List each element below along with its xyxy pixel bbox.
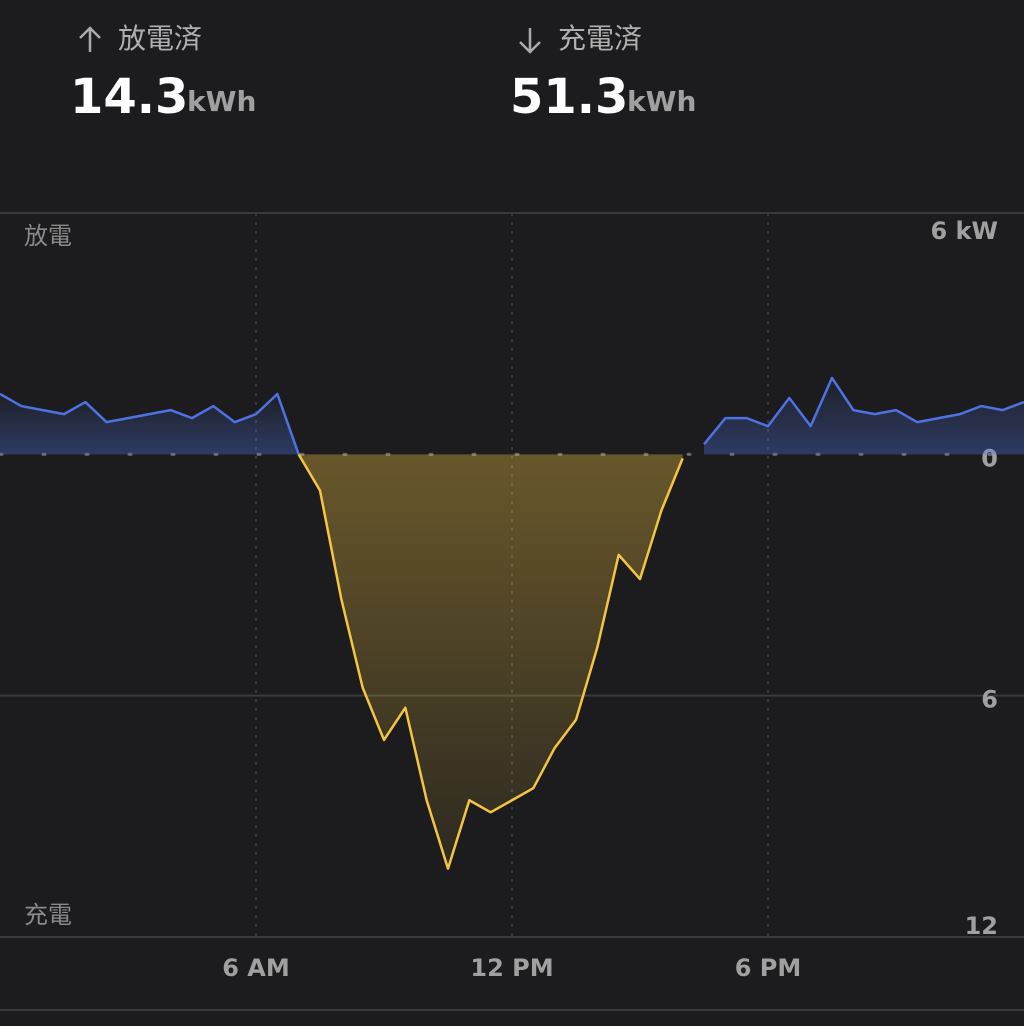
summary-value: 14.3 (70, 69, 188, 125)
area-fill (298, 454, 683, 869)
summary-unit: kWh (187, 85, 256, 118)
area-fill (704, 377, 1024, 455)
y-tick-label: 12 (965, 912, 998, 940)
area-line (297, 453, 684, 870)
summary-label: 放電済 (118, 22, 202, 55)
summary-value: 51.3 (510, 69, 628, 125)
up-arrow (79, 26, 101, 52)
x-tick-label: 6 AM (222, 954, 290, 982)
x-tick-label: 6 PM (735, 954, 802, 982)
y-tick-label: 6 kW (931, 217, 999, 245)
area-fill (0, 394, 299, 455)
area-line (703, 376, 1024, 446)
top-label: 放電 (24, 222, 72, 250)
down-arrow (519, 28, 541, 54)
y-tick-label: 6 (981, 686, 998, 714)
bottom-label: 充電 (24, 901, 72, 929)
area-line (0, 392, 300, 455)
x-tick-label: 12 PM (470, 954, 553, 982)
summary-label: 充電済 (558, 22, 642, 55)
summary-unit: kWh (627, 85, 696, 118)
